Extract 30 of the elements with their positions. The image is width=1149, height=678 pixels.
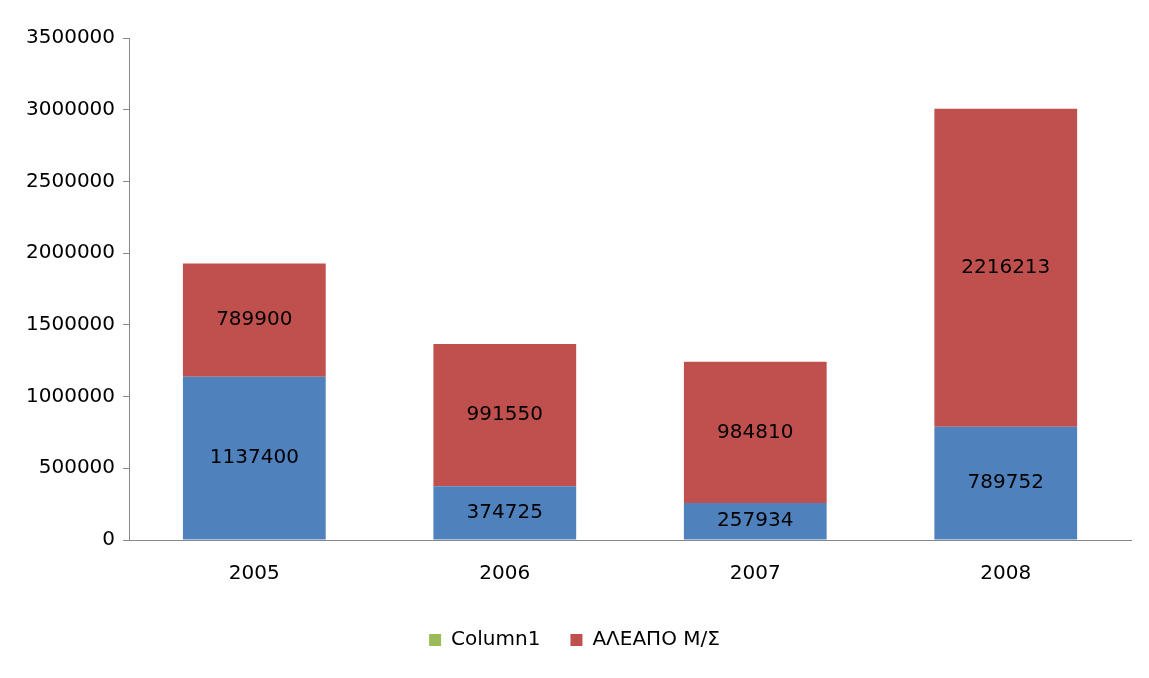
data-label: 991550 bbox=[466, 401, 543, 426]
y-tick-label: 3500000 bbox=[25, 24, 116, 49]
data-label: 789900 bbox=[216, 306, 293, 331]
data-label: 374725 bbox=[466, 499, 543, 524]
data-label: 257934 bbox=[717, 507, 794, 532]
bar bbox=[683, 503, 827, 540]
data-label: 2216213 bbox=[961, 254, 1051, 278]
legend-label: Column1 bbox=[451, 626, 541, 651]
bar bbox=[182, 376, 326, 540]
data-label: 984810 bbox=[717, 418, 794, 443]
bar bbox=[433, 486, 577, 540]
legend-label: ΑΛΕΑΠΟ Μ/Σ bbox=[592, 626, 720, 651]
y-tick-label: 500000 bbox=[38, 454, 116, 479]
x-tick-label: 2008 bbox=[980, 560, 1032, 585]
y-tick-label: 2000000 bbox=[25, 239, 116, 264]
data-label: 789752 bbox=[967, 469, 1044, 494]
x-tick-label: 2005 bbox=[228, 560, 280, 585]
bar bbox=[433, 344, 577, 487]
y-tick-label: 1500000 bbox=[25, 311, 116, 336]
data-label: 1137400 bbox=[209, 444, 299, 469]
y-tick-label: 3000000 bbox=[25, 95, 116, 120]
x-tick-label: 2007 bbox=[729, 560, 781, 585]
y-tick-label: 1000000 bbox=[25, 382, 116, 407]
bar bbox=[182, 263, 326, 377]
y-tick-label: 0 bbox=[102, 526, 116, 551]
y-tick-label: 2500000 bbox=[25, 167, 116, 192]
bar bbox=[934, 108, 1078, 427]
x-tick-label: 2006 bbox=[479, 560, 531, 585]
bar bbox=[934, 426, 1078, 540]
bar bbox=[683, 361, 827, 504]
